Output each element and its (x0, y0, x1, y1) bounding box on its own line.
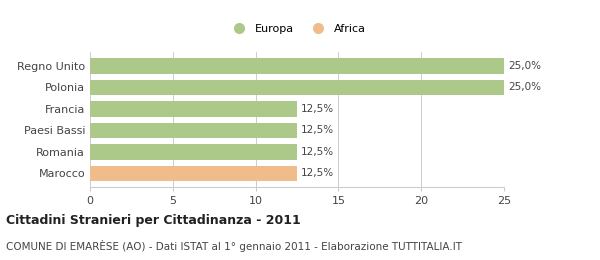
Bar (90, 58, 504, 74)
Bar (90, 166, 297, 181)
Text: 25,0%: 25,0% (508, 61, 541, 71)
Text: 12,5%: 12,5% (301, 147, 334, 157)
Text: 12,5%: 12,5% (301, 125, 334, 135)
Legend: Europa, Africa: Europa, Africa (224, 20, 370, 38)
Text: COMUNE DI EMARÈSE (AO) - Dati ISTAT al 1° gennaio 2011 - Elaborazione TUTTITALIA: COMUNE DI EMARÈSE (AO) - Dati ISTAT al 1… (6, 240, 462, 252)
Bar (90, 80, 504, 95)
Text: 25,0%: 25,0% (508, 82, 541, 92)
Text: 12,5%: 12,5% (301, 168, 334, 178)
Bar (90, 101, 297, 116)
Bar (90, 144, 297, 160)
Text: Cittadini Stranieri per Cittadinanza - 2011: Cittadini Stranieri per Cittadinanza - 2… (6, 214, 301, 227)
Bar (90, 123, 297, 138)
Text: 12,5%: 12,5% (301, 104, 334, 114)
